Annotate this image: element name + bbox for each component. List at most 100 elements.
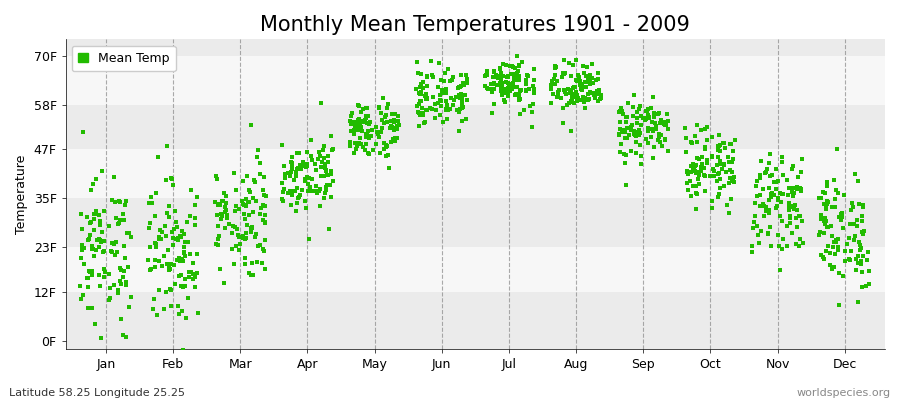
Point [89, 246, 104, 253]
Point [375, 95, 390, 102]
Point [751, 231, 765, 238]
Point [793, 184, 807, 191]
Point [586, 90, 600, 96]
Point [358, 133, 373, 140]
Point [570, 91, 584, 98]
Point [385, 124, 400, 130]
Point [658, 137, 672, 143]
Point [547, 72, 562, 78]
Point [564, 95, 579, 101]
Point [849, 256, 863, 262]
Point [239, 173, 254, 180]
Point [850, 223, 864, 229]
Point [391, 113, 405, 119]
Point [789, 240, 804, 247]
Point [96, 248, 111, 254]
Point [111, 286, 125, 293]
Point [455, 104, 470, 111]
Point [143, 266, 157, 273]
Point [304, 137, 319, 144]
Point [580, 78, 594, 85]
Point [770, 195, 785, 202]
Point [116, 216, 130, 223]
Point [284, 191, 299, 198]
Point [717, 144, 732, 151]
Point [490, 82, 504, 89]
Point [837, 192, 851, 198]
Point [211, 222, 225, 229]
Point [305, 176, 320, 183]
Point [360, 131, 374, 138]
Point [224, 246, 238, 252]
Point [856, 204, 870, 211]
Point [787, 206, 801, 212]
Point [814, 216, 828, 222]
Point [697, 172, 711, 178]
Point [720, 202, 734, 208]
Point [346, 119, 360, 126]
Point [438, 89, 453, 95]
Point [107, 252, 122, 258]
Point [347, 140, 362, 146]
Point [776, 172, 790, 179]
Point [519, 86, 534, 93]
Point [119, 334, 133, 340]
Point [726, 156, 741, 162]
Point [727, 174, 742, 180]
Point [713, 142, 727, 148]
Point [816, 216, 831, 223]
Point [316, 147, 330, 154]
Point [584, 79, 598, 86]
Point [159, 210, 174, 216]
Point [776, 191, 790, 198]
Point [521, 73, 535, 80]
Point [414, 71, 428, 77]
Point [613, 149, 627, 155]
Point [819, 247, 833, 254]
Point [651, 136, 665, 143]
Point [493, 65, 508, 71]
Point [415, 112, 429, 118]
Point [413, 98, 428, 104]
Point [96, 208, 111, 214]
Point [652, 130, 666, 137]
Point [725, 178, 740, 184]
Point [419, 107, 434, 113]
Point [320, 182, 334, 188]
Point [814, 252, 828, 258]
Point [485, 88, 500, 95]
Point [500, 86, 515, 92]
Point [787, 190, 801, 196]
Point [460, 80, 474, 86]
Point [557, 70, 572, 77]
Point [501, 80, 516, 86]
Point [861, 268, 876, 274]
Point [117, 243, 131, 250]
Point [232, 206, 247, 212]
Point [163, 286, 177, 293]
Point [569, 57, 583, 63]
Point [89, 176, 104, 182]
Point [301, 160, 315, 167]
Point [512, 72, 526, 79]
Point [413, 91, 428, 98]
Point [188, 202, 202, 208]
Point [658, 136, 672, 142]
Point [105, 240, 120, 246]
Point [172, 310, 186, 317]
Point [812, 232, 826, 239]
Point [158, 232, 173, 239]
Point [76, 292, 90, 299]
Point [493, 80, 508, 87]
Point [754, 228, 769, 234]
Point [142, 224, 157, 231]
Point [344, 128, 358, 134]
Point [371, 131, 385, 137]
Point [257, 266, 272, 273]
Point [256, 247, 271, 254]
Point [352, 121, 366, 128]
Point [572, 74, 587, 81]
Point [351, 117, 365, 124]
Point [215, 198, 230, 204]
Point [178, 283, 193, 289]
